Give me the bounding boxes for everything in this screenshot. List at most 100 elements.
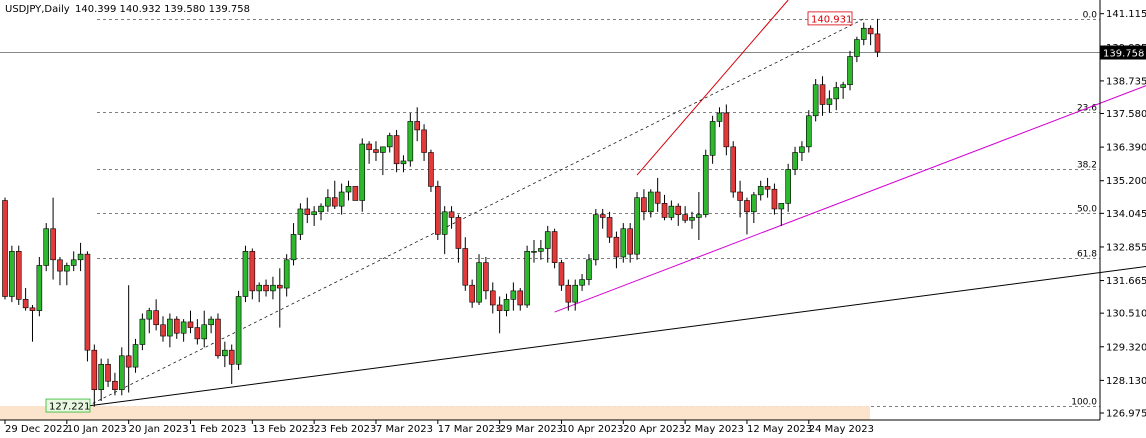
candle-17	[118, 347, 125, 396]
candle-body-bear	[558, 262, 565, 286]
candle-24	[167, 313, 173, 348]
candle-99	[682, 206, 688, 224]
candle-96	[661, 194, 668, 221]
candle-21	[146, 307, 153, 334]
candle-121	[833, 81, 840, 111]
y-tick-label-4: 136.390	[1106, 143, 1146, 154]
candle-114	[785, 163, 791, 212]
candle-body-bear	[627, 228, 633, 255]
candle-body-bear	[153, 310, 159, 326]
black-trendline[interactable]	[87, 246, 1146, 407]
candle-120	[826, 90, 833, 113]
candle-15	[105, 358, 111, 387]
candle-34	[235, 290, 242, 370]
candle-68	[469, 279, 475, 308]
candle-35	[242, 245, 249, 303]
candle-body-bear	[675, 205, 682, 215]
candle-body-bull	[407, 121, 414, 162]
candle-56	[386, 132, 393, 153]
high-price-box	[807, 11, 853, 26]
candle-body-bear	[483, 262, 489, 292]
candle-106	[730, 141, 737, 198]
candle-body-bull	[98, 363, 104, 391]
candle-body-bear	[551, 231, 558, 263]
magenta-support-line[interactable]	[554, 25, 1146, 313]
candle-body-bear	[276, 284, 283, 289]
candle-body-bull	[709, 121, 716, 156]
fib-label-3: 50.0	[1077, 205, 1097, 215]
candle-body-bull	[847, 56, 853, 86]
red-channel-line[interactable]	[636, 0, 789, 176]
candle-body-bull	[167, 318, 173, 337]
price-labels: 139.758 140.931 127.221	[45, 11, 1146, 413]
candle-66	[455, 214, 462, 263]
candle-80	[551, 228, 558, 269]
candle-25	[173, 316, 180, 339]
candle-46	[318, 203, 324, 221]
x-tick-label-11: 2 May 2023	[685, 424, 744, 435]
candle-body-bear	[723, 112, 730, 148]
candle-body-bull	[503, 299, 510, 311]
x-tick-label-4: 13 Feb 2023	[252, 424, 314, 435]
candle-body-bull	[338, 191, 345, 207]
candle-body-bear	[489, 290, 496, 306]
candle-90	[620, 223, 627, 263]
candle-body-bear	[462, 248, 469, 286]
fib-label-4: 61.8	[1077, 250, 1097, 260]
candle-83	[572, 279, 579, 311]
candle-body-bull	[579, 279, 585, 286]
x-tick-label-5: 23 Feb 2023	[314, 424, 376, 435]
candle-body-bull	[538, 248, 544, 252]
candle-100	[689, 211, 695, 229]
candle-50	[345, 180, 352, 201]
candle-82	[565, 279, 572, 311]
candle-body-bull	[380, 146, 386, 153]
y-tick-label-9: 130.510	[1106, 309, 1146, 320]
fib-label-2: 38.2	[1077, 161, 1097, 171]
x-tick-label-10: 20 Apr 2023	[623, 424, 685, 435]
candle-61	[421, 124, 427, 161]
candle-31	[215, 313, 221, 359]
y-tick-label-7: 132.855	[1106, 242, 1146, 253]
fib-label-5: 100.0	[1071, 398, 1097, 408]
candle-body-bull	[702, 155, 709, 215]
low-price-label: 127.221	[49, 402, 90, 413]
candle-84	[579, 273, 585, 291]
candle-45	[311, 206, 317, 226]
candle-body-bear	[263, 284, 269, 292]
candle-body-bull	[242, 251, 249, 297]
candle-body-bull	[544, 231, 551, 249]
candle-88	[606, 211, 613, 243]
candle-62	[428, 149, 434, 193]
candles	[2, 18, 881, 407]
candle-body-bull	[826, 98, 833, 105]
candle-body-bear	[414, 121, 421, 131]
candle-body-bull	[36, 265, 43, 311]
candle-8	[57, 256, 63, 286]
candle-body-bull	[805, 115, 812, 148]
candle-body-bull	[696, 214, 702, 218]
candle-119	[819, 76, 826, 116]
candle-14	[98, 358, 104, 401]
candle-85	[586, 254, 592, 286]
candle-16	[112, 372, 118, 396]
candle-53	[366, 141, 372, 164]
candle-body-bull	[620, 228, 627, 258]
x-tick-label-1: 10 Jan 2023	[67, 424, 127, 435]
candle-body-bull	[64, 265, 70, 272]
candle-body-bull	[43, 228, 50, 266]
candle-10	[70, 251, 77, 272]
candle-body-bull	[854, 39, 860, 57]
low-zone-band	[0, 406, 870, 420]
candle-body-bear	[867, 27, 874, 35]
candle-body-bull	[689, 217, 695, 221]
candle-body-bull	[118, 355, 125, 391]
candle-1	[9, 245, 15, 303]
candle-115	[792, 146, 798, 176]
candle-body-bull	[476, 262, 482, 303]
candle-105	[723, 104, 730, 156]
candle-body-bear	[160, 324, 166, 337]
candle-113	[778, 203, 785, 226]
candle-body-bull	[840, 84, 846, 88]
